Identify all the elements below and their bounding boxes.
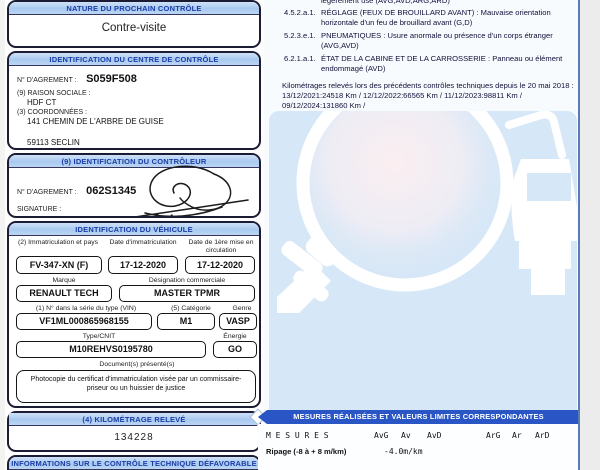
col-arg: ArG <box>486 431 501 440</box>
date-circ-label: Date de 1ère mise en circulation <box>188 239 254 254</box>
defect-item: 4.5.2.a.1. RÉGLAGE (FEUX DE BROUILLARD A… <box>284 8 578 28</box>
address-line1: 141 CHEMIN DE L'ARBRE DE GUISE <box>27 117 164 126</box>
genre-label: Genre <box>232 305 252 312</box>
date-immat-label: Date d'immatriculation <box>109 239 177 246</box>
cnit-value-box: M10REHVS0195780 <box>16 341 206 358</box>
mesures-table: M E S U R E S AvG Av AvD ArG Ar ArD Ripa… <box>258 424 579 470</box>
cnit-label: Type/CNIT <box>82 333 116 340</box>
controleur-agrement-value: 062S1345 <box>86 185 137 197</box>
page-right-border <box>578 0 580 470</box>
defect-code: 4.5.2.a.1. <box>284 8 316 17</box>
categorie-value-box: M1 <box>157 313 215 330</box>
defect-item: 6.2.1.a.1. ÉTAT DE LA CABINE ET DE LA CA… <box>284 54 578 74</box>
energie-value-box: GO <box>213 341 257 358</box>
marque-value-box: RENAULT TECH <box>16 285 112 302</box>
page-right-margin <box>580 0 600 470</box>
section-title: (9) IDENTIFICATION DU CONTRÔLEUR <box>9 155 259 168</box>
energie-label: Énergie <box>223 333 247 340</box>
section-title: IDENTIFICATION DU VÉHICULE <box>9 223 259 236</box>
centre-agrement-value: S059F508 <box>86 73 137 85</box>
defect-text: PNEUMATIQUES : Usure anormale ou présenc… <box>321 31 553 50</box>
documents-value-box: Photocopie du certificat d'immatriculati… <box>16 370 256 403</box>
agrement-label: N° D'AGREMENT : <box>17 189 77 196</box>
mesures-title-bar: MESURES RÉALISÉES ET VALEURS LIMITES COR… <box>258 410 579 424</box>
raison-sociale-value: HDF CT <box>27 98 57 107</box>
defect-code: 5.2.3.e.1. <box>284 31 316 40</box>
section-informations-defavorable: INFORMATIONS SUR LE CONTRÔLE TECHNIQUE D… <box>7 455 261 470</box>
section-title: INFORMATIONS SUR LE CONTRÔLE TECHNIQUE D… <box>9 457 259 470</box>
col-avg: AvG <box>374 431 389 440</box>
raison-sociale-label: (9) RAISON SOCIALE : <box>17 90 91 97</box>
col-ar: Ar <box>512 431 522 440</box>
designation-value-box: MASTER TPMR <box>119 285 255 302</box>
marque-label: Marque <box>52 277 76 284</box>
vin-label: (1) N° dans la série du type (VIN) <box>35 305 137 312</box>
documents-label: Document(s) présenté(s) <box>99 361 175 368</box>
genre-value-box: VASP <box>219 313 257 330</box>
section-vehicule: IDENTIFICATION DU VÉHICULE (2) Immatricu… <box>7 221 261 408</box>
section-centre-controle: IDENTIFICATION DU CENTRE DE CONTRÔLE N° … <box>7 51 261 150</box>
designation-label: Désignation commerciale <box>148 277 226 284</box>
defect-code: 6.2.1.a.1. <box>284 54 316 63</box>
right-panel: légèrement usé (AVG,AVD,ARG,ARD) 4.5.2.a… <box>264 0 578 470</box>
defects-list: légèrement usé (AVG,AVD,ARG,ARD) 4.5.2.a… <box>284 0 578 74</box>
centre-phone: 03.20.62.83.35 <box>27 148 259 150</box>
coordonnees-label: (3) COORDONNÉES : <box>17 109 88 116</box>
date-circ-value-box: 17-12-2020 <box>185 256 255 274</box>
defect-item: 5.2.3.e.1. PNEUMATIQUES : Usure anormale… <box>284 31 578 51</box>
address-city: 59113 SECLIN <box>27 138 80 147</box>
immat-label: (2) Immatriculation et pays <box>17 239 99 246</box>
defect-partial-line: légèrement usé (AVG,AVD,ARG,ARD) <box>321 0 450 5</box>
section-title: NATURE DU PROCHAIN CONTRÔLE <box>9 2 259 15</box>
kilometrage-value: 134228 <box>114 432 154 443</box>
page-left-edge <box>0 0 5 470</box>
mesures-header-label: M E S U R E S <box>266 431 329 440</box>
col-avd: AvD <box>427 431 442 440</box>
defect-text: ÉTAT DE LA CABINE ET DE LA CARROSSERIE :… <box>321 54 563 73</box>
signature-label: SIGNATURE : <box>17 206 62 213</box>
signature-icon <box>136 165 249 216</box>
defect-text: RÉGLAGE (FEUX DE BROUILLARD AVANT) : Mau… <box>321 8 551 27</box>
mesure-row-value: -4.0m/km <box>384 447 423 456</box>
section-kilometrage: (4) KILOMÉTRAGE RELEVÉ 134228 <box>7 411 261 452</box>
agrement-label: N° D'AGREMENT : <box>17 77 77 84</box>
mesure-row-label: Ripage (-8 à + 8 m/km) <box>266 447 347 456</box>
col-av: Av <box>401 431 411 440</box>
section-title: IDENTIFICATION DU CENTRE DE CONTRÔLE <box>9 53 259 66</box>
truck-magnifier-watermark-icon <box>277 111 577 313</box>
immat-value-box: FV-347-XN (F) <box>16 256 102 274</box>
section-title: (4) KILOMÉTRAGE RELEVÉ <box>9 413 259 426</box>
section-controleur: (9) IDENTIFICATION DU CONTRÔLEUR N° D'AG… <box>7 153 261 218</box>
watermark-block <box>269 111 577 410</box>
km-history-paragraph: Kilométrages relevés lors des précédents… <box>282 81 574 110</box>
nature-value: Contre-visite <box>101 22 167 34</box>
vin-value-box: VF1ML000865968155 <box>16 313 152 330</box>
col-ard: ArD <box>535 431 550 440</box>
section-nature-prochain-controle: NATURE DU PROCHAIN CONTRÔLE Contre-visit… <box>7 0 261 48</box>
date-immat-value-box: 17-12-2020 <box>108 256 178 274</box>
